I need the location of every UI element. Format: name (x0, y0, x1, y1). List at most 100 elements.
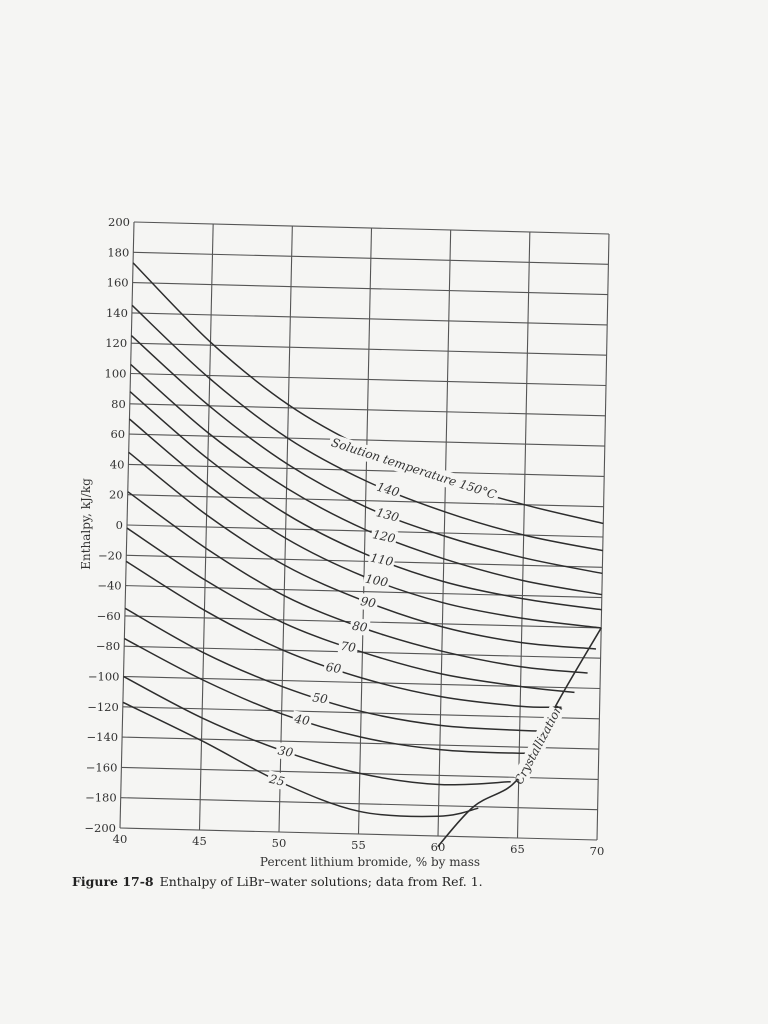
curve-label-80: 80 (351, 619, 369, 635)
curve-label-90: 90 (359, 594, 377, 611)
y-axis-title: Enthalpy, kJ/kg (79, 478, 93, 570)
x-tick-label: 55 (351, 838, 366, 852)
curve-label-group: 140 (373, 478, 403, 501)
caption-text: Enthalpy of LiBr–water solutions; data f… (159, 874, 483, 889)
y-tick-label: −40 (97, 579, 121, 593)
y-tick-label: 40 (110, 457, 125, 471)
curve-label-group: Solution temperature 150°C (326, 433, 501, 504)
grid-line-horizontal (120, 797, 598, 811)
curve-label-60: 60 (325, 660, 342, 676)
y-tick-label: −100 (88, 670, 120, 684)
curve-label-110: 110 (369, 551, 395, 570)
temperature-curves (122, 262, 604, 848)
curve-label-50: 50 (312, 690, 329, 706)
y-tick-label: −140 (87, 730, 119, 744)
x-tick-label: 40 (113, 832, 128, 846)
temp-curve-60 (125, 560, 562, 709)
y-tick-label: 140 (106, 306, 128, 320)
curve-label-group: 30 (274, 741, 297, 762)
curve-label-140: 140 (375, 480, 401, 500)
grid-line-horizontal (126, 554, 603, 568)
y-tick-label: 20 (109, 488, 124, 502)
y-tick-label: −180 (85, 791, 117, 805)
curve-label-backing (326, 433, 501, 504)
y-tick-label: 60 (110, 427, 125, 441)
grid-line-horizontal (131, 312, 608, 326)
y-tick-label: 100 (105, 367, 127, 381)
curve-label-group: 120 (369, 525, 399, 548)
grid-line-horizontal (122, 736, 599, 750)
curve-label-30: 30 (277, 743, 295, 760)
curve-label-backing (373, 503, 403, 527)
temp-curve-70 (126, 527, 575, 694)
curve-label-group: 80 (349, 617, 371, 637)
curve-label-130: 130 (375, 505, 401, 525)
curve-label-group: 110 (367, 549, 397, 571)
temp-curve-40 (124, 637, 537, 755)
x-tick-label: 65 (510, 842, 525, 856)
curve-label-group: 25 (265, 770, 289, 791)
curve-label-group: 90 (357, 592, 380, 612)
grid-line-horizontal (133, 251, 609, 265)
curve-label-backing (357, 592, 380, 612)
curve-label-backing (349, 617, 371, 637)
temp-curve-30 (123, 675, 511, 786)
caption-number: Figure 17-8 (72, 874, 154, 889)
curve-label-backing (337, 637, 359, 657)
temp-curve-110 (129, 391, 602, 611)
curve-label-backing (309, 689, 331, 708)
y-tick-label: −120 (87, 700, 119, 714)
temp-curve-100 (128, 418, 602, 629)
grid-line-horizontal (131, 342, 607, 356)
y-tick-label: 200 (108, 215, 130, 229)
y-tick-label: 80 (111, 397, 126, 411)
y-tick-label: −80 (96, 639, 120, 653)
x-tick-labels: 40 45 50 55 60 65 70 (113, 832, 605, 858)
curve-label-25: 25 (267, 772, 286, 789)
y-tick-label: −20 (98, 548, 122, 562)
curve-label-100: 100 (364, 572, 390, 590)
y-tick-label: 120 (105, 336, 127, 350)
curve-label-group: 40 (291, 710, 313, 730)
x-tick-label: 45 (192, 834, 207, 848)
y-tick-label: 160 (107, 276, 129, 290)
curve-label-group: 50 (309, 689, 331, 708)
crystallization-label-backing (512, 705, 565, 784)
curve-label-backing (265, 770, 289, 791)
figure-caption: Figure 17-8 Enthalpy of LiBr–water soluti… (72, 874, 483, 889)
curve-label-150: Solution temperature 150°C (330, 435, 499, 502)
x-tick-label: 50 (272, 836, 287, 850)
curve-label-backing (367, 549, 397, 571)
temp-curve-120 (130, 363, 603, 596)
temp-curve-25 (122, 701, 479, 818)
grid-line-horizontal (133, 221, 610, 235)
grid-line-horizontal (125, 585, 602, 599)
x-tick-label: 70 (590, 844, 605, 858)
curve-label-backing (373, 478, 403, 501)
y-tick-label: −60 (97, 609, 121, 623)
curve-label-backing (322, 658, 345, 678)
curve-label-40: 40 (292, 712, 311, 728)
temp-curve-50 (124, 607, 549, 732)
y-tick-labels: 200180160140120100806040200−20−40−60−80−… (84, 215, 130, 835)
grid-line-horizontal (119, 827, 598, 841)
curve-label-backing (274, 741, 297, 762)
grid-line-horizontal (129, 433, 605, 447)
curve-label-group: 100 (362, 570, 391, 591)
x-axis-title: Percent lithium bromide, % by mass (260, 855, 480, 869)
curve-label-backing (362, 570, 391, 591)
curve-label-120: 120 (371, 527, 397, 546)
y-tick-label: 180 (107, 245, 129, 259)
grid-line-horizontal (132, 282, 608, 296)
curve-label-group: 130 (373, 503, 403, 527)
curve-label-backing (291, 710, 313, 730)
y-tick-label: −160 (86, 760, 118, 774)
curve-label-group: 60 (322, 658, 345, 678)
curve-label-backing (369, 525, 399, 548)
curve-label-group: 70 (337, 637, 359, 657)
temp-curve-130 (130, 335, 603, 575)
temp-curve-140 (131, 304, 603, 552)
y-tick-label: −200 (84, 821, 116, 835)
